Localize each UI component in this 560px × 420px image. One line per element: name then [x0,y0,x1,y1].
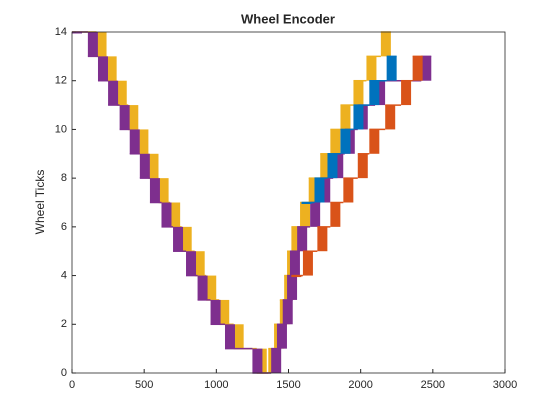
stair-step [158,178,169,203]
stair-step [224,324,235,349]
stair-step [128,105,139,130]
x-tick-label: 500 [135,379,153,391]
stair-step [310,202,321,227]
stair-step [353,80,364,106]
stair-step [375,80,386,106]
y-tick-label: 2 [61,318,67,330]
stair-step [173,226,184,252]
y-tick-label: 12 [55,75,67,87]
stair-step [385,105,396,130]
x-tick-label: 1000 [204,379,228,391]
stair-step [333,153,344,179]
y-tick-label: 8 [61,172,67,184]
stair-step [330,202,341,227]
stair-step [149,178,160,203]
stair-step [357,153,368,179]
stair-step [366,56,377,81]
x-tick-label: 0 [69,379,75,391]
stair-step [340,129,351,154]
stair-step [412,56,423,81]
x-tick-label: 2500 [421,379,445,391]
stair-step [106,56,117,81]
stair-step [291,226,302,252]
stair-step [219,299,230,325]
stair-step [119,105,130,130]
stair-step [97,56,108,81]
stair-step [148,153,159,179]
stair-step [289,251,300,276]
stair-step [287,275,298,300]
stair-step [301,202,312,204]
stair-step [369,129,380,154]
stair-step [369,80,380,106]
stair-step [386,56,397,81]
stair-step [276,324,287,349]
stair-step [72,32,82,34]
y-tick-label: 14 [55,26,67,38]
stair-step [340,105,351,130]
stair-step [320,178,331,203]
stair-step [302,251,313,276]
stair-step [138,129,149,154]
x-tick-label: 2000 [348,379,372,391]
stair-step [380,32,391,57]
stair-step [87,32,98,57]
stair-step [317,226,328,252]
stair-step [297,226,308,252]
x-tick-label: 3000 [493,379,517,391]
y-tick-label: 4 [61,269,67,281]
y-axis-label: Wheel Ticks [33,170,47,235]
series-group [72,31,432,374]
stair-step [139,153,150,179]
stair-step [291,275,302,278]
stair-step [161,202,172,227]
stair-step [353,105,364,130]
x-tick-label: 1500 [276,379,300,391]
y-tick-label: 0 [61,367,67,379]
y-tick-label: 10 [55,123,67,135]
stair-step [206,275,217,300]
stair-step [186,251,197,276]
stair-step [181,226,192,252]
chart-title: Wheel Encoder [241,11,335,26]
stair-step [108,80,119,106]
stair-step [300,202,311,227]
stair-step [343,178,354,203]
stair-step [314,178,325,203]
stair-step [308,178,319,203]
stair-step [197,275,208,300]
stair-step [401,80,412,106]
stair-step [96,32,107,57]
stair-step [421,56,432,81]
stair-step [282,299,293,325]
stair-step [271,348,282,373]
stair-step [233,324,244,349]
stair-step [252,348,263,373]
stair-step [170,202,181,227]
y-tick-label: 6 [61,221,67,233]
stair-step [327,153,338,179]
stair-step [330,129,341,154]
stair-step [116,80,127,106]
stair-step [320,153,331,179]
stair-step [129,129,140,154]
stair-step [194,251,205,276]
stair-step [210,299,221,325]
